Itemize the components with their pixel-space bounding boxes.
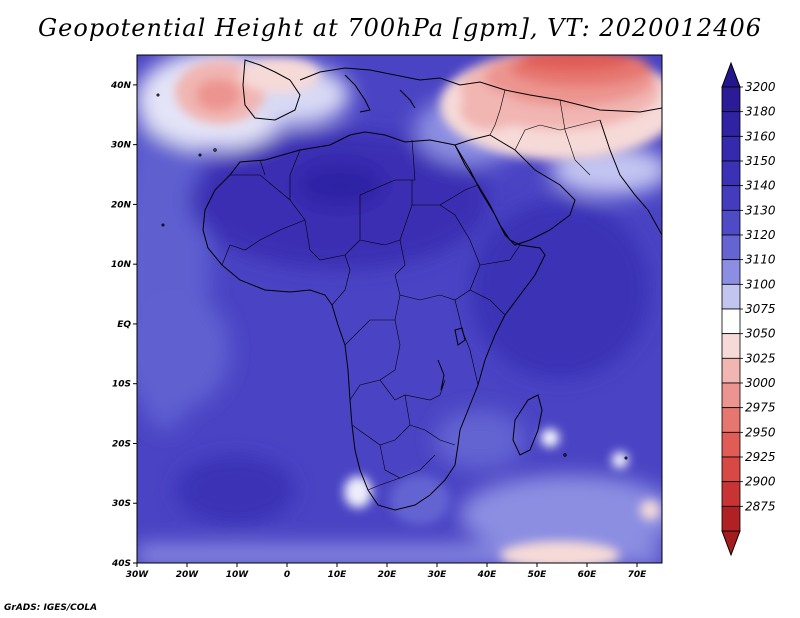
plot-frame (136, 54, 663, 564)
colorbar-label: 3110 (745, 253, 776, 267)
lat-tick-label: EQ (117, 320, 131, 330)
colorbar-label: 3075 (745, 302, 776, 316)
colorbar-label: 3200 (745, 80, 776, 94)
colorbar-swatch (721, 333, 741, 359)
colorbar-label: 2950 (745, 425, 776, 439)
colorbar-swatch (721, 481, 741, 507)
lon-tick-label: 0 (284, 570, 290, 580)
lat-tick-label: 30N (111, 141, 132, 151)
colorbar-label: 2875 (745, 499, 776, 513)
colorbar-swatch (721, 283, 741, 310)
colorbar-label: 3120 (745, 228, 776, 242)
colorbar-swatch (721, 382, 741, 409)
lat-tick-label: 10N (111, 260, 132, 270)
lat-tick-label: 40S (111, 559, 131, 569)
lon-tick-label: 20W (176, 570, 200, 580)
lat-tick-label: 20S (112, 439, 131, 449)
lon-tick-label: 30W (126, 570, 150, 580)
lat-tick-label: 10S (112, 380, 131, 390)
colorbar-top-arrow (721, 61, 741, 88)
colorbar-bottom-arrow (721, 530, 741, 557)
colorbar-label: 3050 (745, 327, 776, 341)
lon-axis: 30W 20W 10W 0 10E 20E 30E 40E 50E 60E 70E (126, 563, 647, 580)
colorbar-label: 3180 (745, 105, 776, 119)
colorbar-label: 2975 (745, 401, 776, 415)
colorbar-label: 2925 (745, 450, 776, 464)
colorbar-swatch (721, 234, 741, 261)
lon-tick-label: 20E (378, 570, 398, 580)
colorbar-swatch (721, 308, 741, 335)
colorbar-swatch (721, 135, 741, 162)
colorbar-swatch (721, 456, 741, 483)
colorbar-swatch (721, 86, 741, 113)
map-title: Geopotential Height at 700hPa [gpm], VT:… (38, 14, 762, 42)
lat-tick-label: 30S (112, 499, 131, 509)
lat-tick-label: 40N (110, 81, 132, 91)
colorbar-label: 3160 (745, 129, 776, 143)
grads-credit: GrADS: IGES/COLA (4, 603, 98, 613)
lon-tick-label: 60E (578, 570, 598, 580)
lon-tick-label: 10E (328, 570, 348, 580)
lon-tick-label: 50E (528, 570, 548, 580)
coastlines (156, 59, 662, 511)
colorbar-label: 3130 (745, 203, 776, 217)
colorbar: 3200 3180 3160 3150 3140 3130 3120 3110 3100 3075… (721, 61, 776, 557)
colorbar-label: 2900 (745, 475, 776, 489)
colorbar-label: 3150 (745, 154, 776, 168)
lat-tick-label: 20N (111, 200, 132, 210)
colorbar-label: 3000 (745, 376, 776, 390)
colorbar-swatch (721, 431, 741, 458)
colorbar-swatch (721, 407, 741, 433)
lon-tick-label: 30E (428, 570, 448, 580)
colorbar-swatch (721, 259, 741, 285)
colorbar-swatch (721, 505, 741, 532)
colorbar-label: 3025 (745, 351, 776, 365)
country-borders (221, 89, 601, 491)
colorbar-swatch (721, 185, 741, 211)
colorbar-swatch (721, 160, 741, 187)
lon-tick-label: 10W (226, 570, 250, 580)
colorbar-swatch (721, 357, 741, 384)
lon-tick-label: 40E (477, 570, 498, 580)
colorbar-label: 3100 (745, 277, 776, 291)
colorbar-swatch (721, 209, 741, 236)
colorbar-label: 3140 (745, 179, 776, 193)
lon-tick-label: 70E (628, 570, 648, 580)
lat-axis: 40N 30N 20N 10N EQ 10S 20S 30S 40S (110, 81, 137, 569)
colorbar-swatch (721, 111, 741, 137)
height-field (137, 55, 662, 563)
